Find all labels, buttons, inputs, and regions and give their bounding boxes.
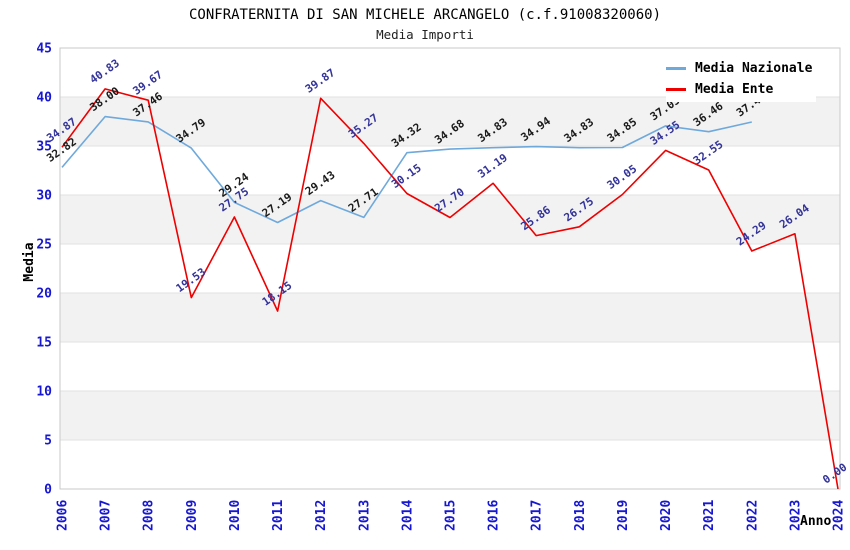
grid-band <box>60 97 840 146</box>
x-tick-label: 2010 <box>228 500 243 531</box>
x-tick-label: 2006 <box>56 500 71 531</box>
x-tick-label: 2009 <box>185 500 200 531</box>
x-tick-label: 2007 <box>99 500 114 531</box>
y-tick-label: 0 <box>44 483 52 498</box>
data-label: 40.83 <box>87 57 122 87</box>
x-tick-label: 2019 <box>616 500 631 531</box>
series-line-media-nazionale <box>61 115 752 224</box>
chart-title: CONFRATERNITA DI SAN MICHELE ARCANGELO (… <box>188 7 661 23</box>
grid-band <box>60 391 840 440</box>
x-tick-label: 2011 <box>271 500 286 531</box>
x-tick-label: 2013 <box>357 500 372 531</box>
media-ente-line-swatch <box>666 88 686 92</box>
chart-subtitle: Media Importi <box>376 27 474 42</box>
y-tick-label: 35 <box>36 140 52 155</box>
x-tick-label: 2021 <box>702 500 717 531</box>
data-label: 19.53 <box>174 265 209 295</box>
y-tick-label: 5 <box>44 434 52 449</box>
data-label: 31.19 <box>475 151 510 181</box>
x-tick-label: 2012 <box>314 500 329 531</box>
legend-item-media-nazionale: Media Nazionale <box>666 59 816 77</box>
x-tick-label: 2020 <box>659 500 674 531</box>
x-tick-label: 2017 <box>530 500 545 531</box>
grid-band <box>60 293 840 342</box>
x-tick-label: 2018 <box>573 500 588 531</box>
data-label: 29.43 <box>303 168 338 198</box>
grid-band <box>60 195 840 244</box>
y-tick-label: 10 <box>36 385 52 400</box>
x-tick-label: 2023 <box>788 500 803 531</box>
series-line-media-ente <box>61 88 839 490</box>
y-tick-label: 20 <box>36 287 52 302</box>
data-label: 30.15 <box>389 161 424 191</box>
y-tick-label: 40 <box>36 91 52 106</box>
legend: Media Nazionale Media Ente <box>666 56 816 102</box>
media-nazionale-line-swatch <box>666 66 686 70</box>
x-tick-label: 2016 <box>487 500 502 531</box>
plot-border <box>59 47 841 490</box>
x-tick-label: 2015 <box>444 500 459 531</box>
y-tick-label: 45 <box>36 42 52 57</box>
data-label: 0.00 <box>820 461 849 487</box>
legend-label: Media Nazionale <box>695 60 813 76</box>
y-tick-label: 25 <box>36 238 52 253</box>
x-axis-label: Anno <box>800 514 832 529</box>
y-axis-label: Media <box>22 242 37 282</box>
x-tick-label: 2024 <box>832 500 847 531</box>
data-label: 30.05 <box>605 162 640 192</box>
y-tick-label: 30 <box>36 189 52 204</box>
legend-label: Media Ente <box>695 82 774 98</box>
x-tick-label: 2008 <box>142 500 157 531</box>
y-tick-label: 15 <box>36 336 52 351</box>
x-tick-label: 2022 <box>745 500 760 531</box>
x-tick-label: 2014 <box>400 500 415 531</box>
data-label: 39.87 <box>303 66 338 96</box>
legend-item-media-ente: Media Ente <box>666 81 816 99</box>
